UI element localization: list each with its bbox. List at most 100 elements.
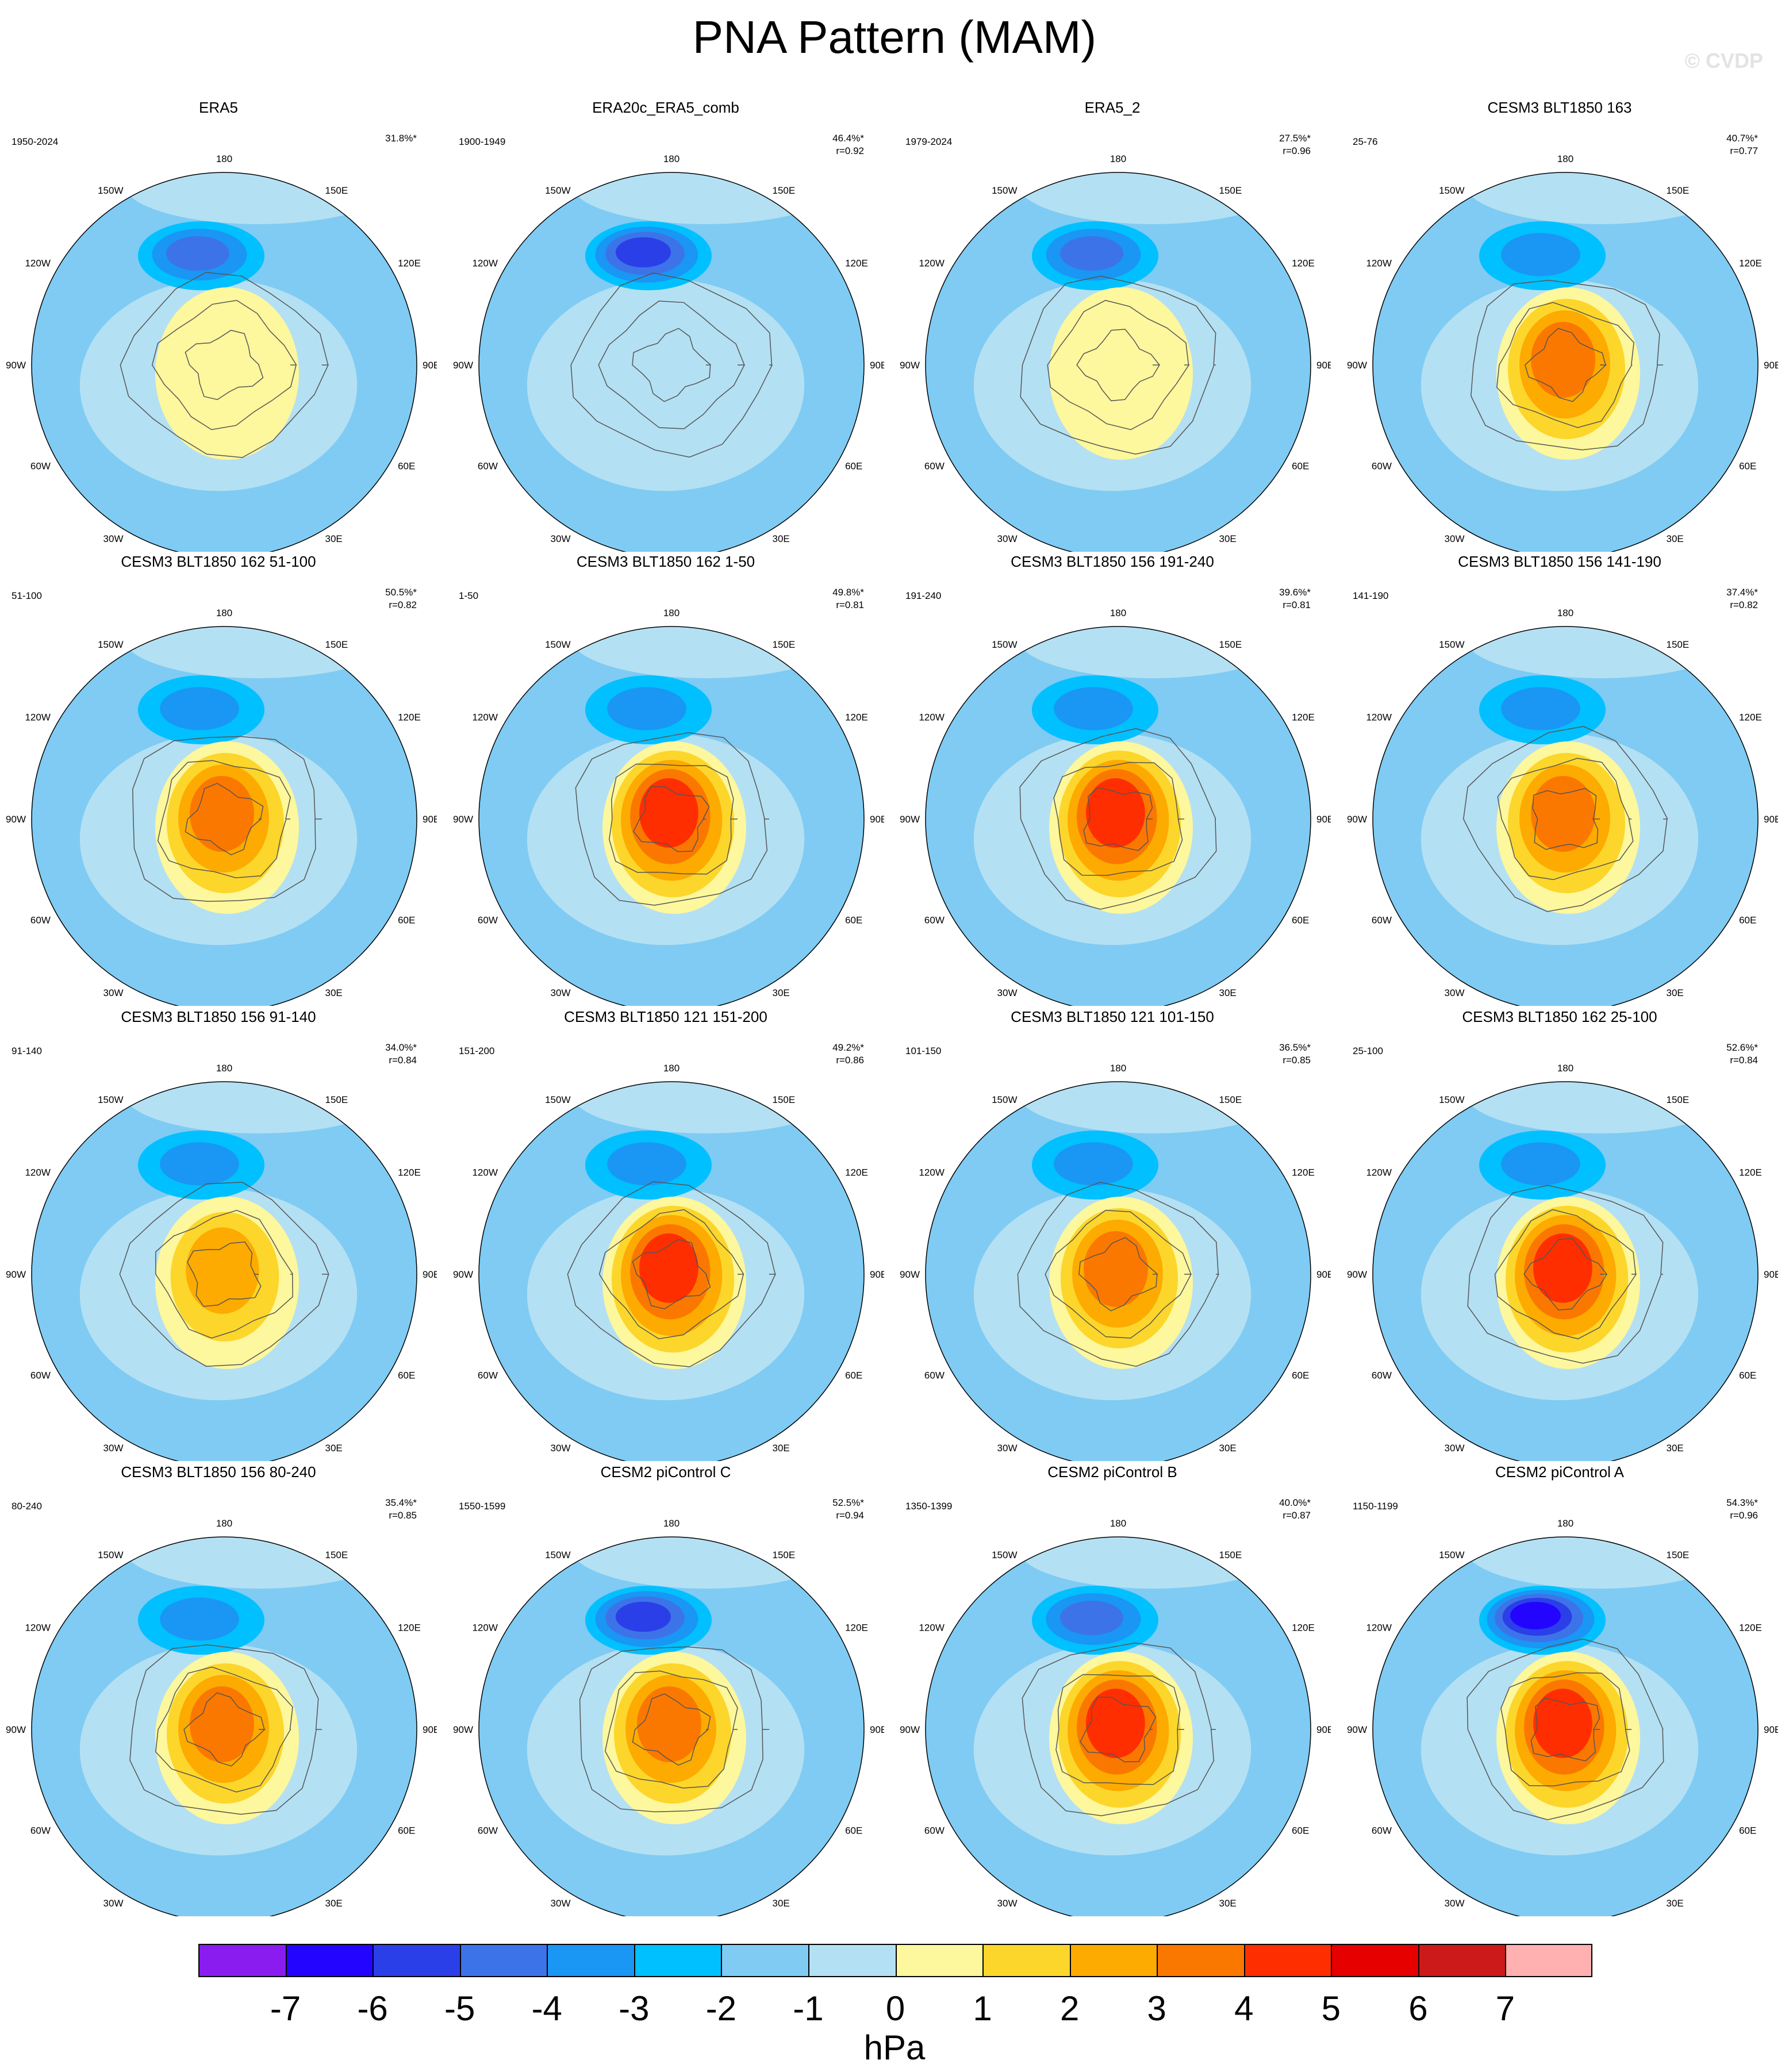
panel-period: 1550-1599 xyxy=(459,1501,506,1512)
longitude-label: 150W xyxy=(98,1094,123,1105)
colorbar-tick-label: -6 xyxy=(357,1989,388,2028)
panel-pattern-correlation: r=0.87 xyxy=(1283,1510,1311,1521)
positive-band xyxy=(571,1537,841,1589)
coastlines xyxy=(579,1646,769,1813)
colorbar-swatch xyxy=(808,1944,896,1977)
colorbar-tick-label: 6 xyxy=(1408,1989,1428,2028)
map-border xyxy=(1372,1536,1759,1916)
longitude-label: 60E xyxy=(398,461,415,472)
panel-pattern-correlation: r=0.96 xyxy=(1283,145,1311,156)
map-border xyxy=(1372,172,1759,552)
colorbar-swatch xyxy=(1243,1944,1331,1977)
panel-pct-variance: 36.5%* xyxy=(1279,1042,1311,1053)
longitude-label: 60W xyxy=(30,461,51,472)
map-border xyxy=(478,1536,865,1916)
longitude-label: 150E xyxy=(773,1550,796,1560)
panel-pattern-correlation: r=0.84 xyxy=(1730,1055,1758,1066)
positive-contour xyxy=(1086,778,1145,848)
longitude-label: 180 xyxy=(663,1063,679,1074)
longitude-label: 90E xyxy=(423,814,437,825)
longitude-label: 90E xyxy=(1764,360,1778,371)
longitude-label: 120E xyxy=(1292,1623,1315,1633)
longitude-label: 120E xyxy=(845,258,868,269)
positive-contour xyxy=(1086,1689,1145,1758)
panel-period: 1950-2024 xyxy=(11,136,59,147)
colorbar-swatch xyxy=(1157,1944,1244,1977)
longitude-label: 120E xyxy=(845,1167,868,1178)
longitude-label: 150W xyxy=(98,1550,123,1560)
coastlines xyxy=(132,736,322,902)
colorbar-swatch xyxy=(982,1944,1070,1977)
panel-pct-variance: 40.7%* xyxy=(1726,133,1758,144)
panel-stats: 46.4%* r=0.92 xyxy=(832,132,864,157)
longitude-label: 150E xyxy=(325,639,348,650)
longitude-label: 120E xyxy=(845,712,868,723)
positive-band xyxy=(571,626,841,678)
panel-title: CESM3 BLT1850 163 xyxy=(1487,99,1632,116)
panel-pct-variance: 49.2%* xyxy=(832,1042,864,1053)
positive-band xyxy=(571,172,841,224)
negative-contour xyxy=(1060,236,1123,271)
positive-contour xyxy=(1049,287,1193,460)
positive-contour xyxy=(1084,1231,1148,1307)
longitude-label: 60E xyxy=(1292,1825,1309,1836)
coastlines xyxy=(1466,1638,1664,1820)
longitude-label: 90W xyxy=(1347,360,1367,371)
map-border xyxy=(925,1081,1311,1461)
longitude-label: 90E xyxy=(870,1724,884,1735)
longitude-label: 90W xyxy=(900,814,920,825)
panel-stats: 54.3%* r=0.96 xyxy=(1726,1497,1758,1522)
longitude-label: 90E xyxy=(870,814,884,825)
longitude-label: 150W xyxy=(1439,185,1464,196)
panel-period: 1900-1949 xyxy=(459,136,506,147)
panel-pattern-correlation: r=0.85 xyxy=(389,1510,417,1521)
longitude-label: 30E xyxy=(773,987,790,998)
longitude-label: 60E xyxy=(1739,1825,1756,1836)
longitude-label: 150E xyxy=(1667,185,1690,196)
longitude-label: 120W xyxy=(919,1623,944,1633)
panel-period: 51-100 xyxy=(11,590,42,601)
polar-map: 180150E120E90E60E30E030W60W90W120W150W xyxy=(900,608,1331,1006)
longitude-label: 90W xyxy=(453,1724,473,1735)
longitude-label: 60W xyxy=(30,1825,51,1836)
longitude-label: 90W xyxy=(6,1269,26,1280)
longitude-label: 60W xyxy=(924,1825,945,1836)
watermark: © CVDP xyxy=(1684,49,1763,72)
panel-period: 91-140 xyxy=(11,1045,42,1056)
longitude-label: 150W xyxy=(98,185,123,196)
longitude-label: 180 xyxy=(1110,153,1126,164)
longitude-label: 60W xyxy=(1372,1370,1392,1381)
longitude-label: 150W xyxy=(545,185,570,196)
map-panel: 180150E120E90E60E30E030W60W90W120W150WCE… xyxy=(447,552,884,1006)
negative-contour xyxy=(1501,687,1580,731)
colorbar-tick-label: 0 xyxy=(885,1989,905,2028)
colorbar-swatch xyxy=(634,1944,721,1977)
longitude-label: 150W xyxy=(545,639,570,650)
longitude-label: 90E xyxy=(1316,1724,1331,1735)
map-panel: 180150E120E90E60E30E030W60W90W120W150WCE… xyxy=(1341,1007,1778,1461)
map-panel: 180150E120E90E60E30E030W60W90W120W150WCE… xyxy=(894,552,1331,1006)
panel-stats: 39.6%* r=0.81 xyxy=(1279,586,1311,612)
longitude-label: 60W xyxy=(1372,915,1392,926)
longitude-label: 150W xyxy=(992,1094,1017,1105)
map-border xyxy=(925,172,1311,552)
longitude-label: 60E xyxy=(398,915,415,926)
longitude-label: 120W xyxy=(1366,712,1391,723)
longitude-label: 180 xyxy=(1557,1063,1573,1074)
map-panel: 180150E120E90E60E30E030W60W90W120W150WCE… xyxy=(1341,98,1778,552)
longitude-label: 30E xyxy=(1219,987,1237,998)
panel-stats: 35.4%* r=0.85 xyxy=(385,1497,417,1522)
longitude-label: 180 xyxy=(1110,1063,1126,1074)
negative-contour xyxy=(160,687,239,731)
positive-band xyxy=(1465,1082,1735,1133)
longitude-label: 120W xyxy=(472,712,497,723)
longitude-label: 90W xyxy=(900,1724,920,1735)
panel-stats: 37.4%* r=0.82 xyxy=(1726,586,1758,612)
longitude-label: 30E xyxy=(325,987,343,998)
longitude-label: 60W xyxy=(1372,461,1392,472)
positive-band xyxy=(1465,626,1735,678)
longitude-label: 30W xyxy=(551,1443,571,1454)
longitude-label: 120W xyxy=(472,1623,497,1633)
longitude-label: 150E xyxy=(1219,1550,1242,1560)
longitude-label: 120E xyxy=(1292,712,1315,723)
